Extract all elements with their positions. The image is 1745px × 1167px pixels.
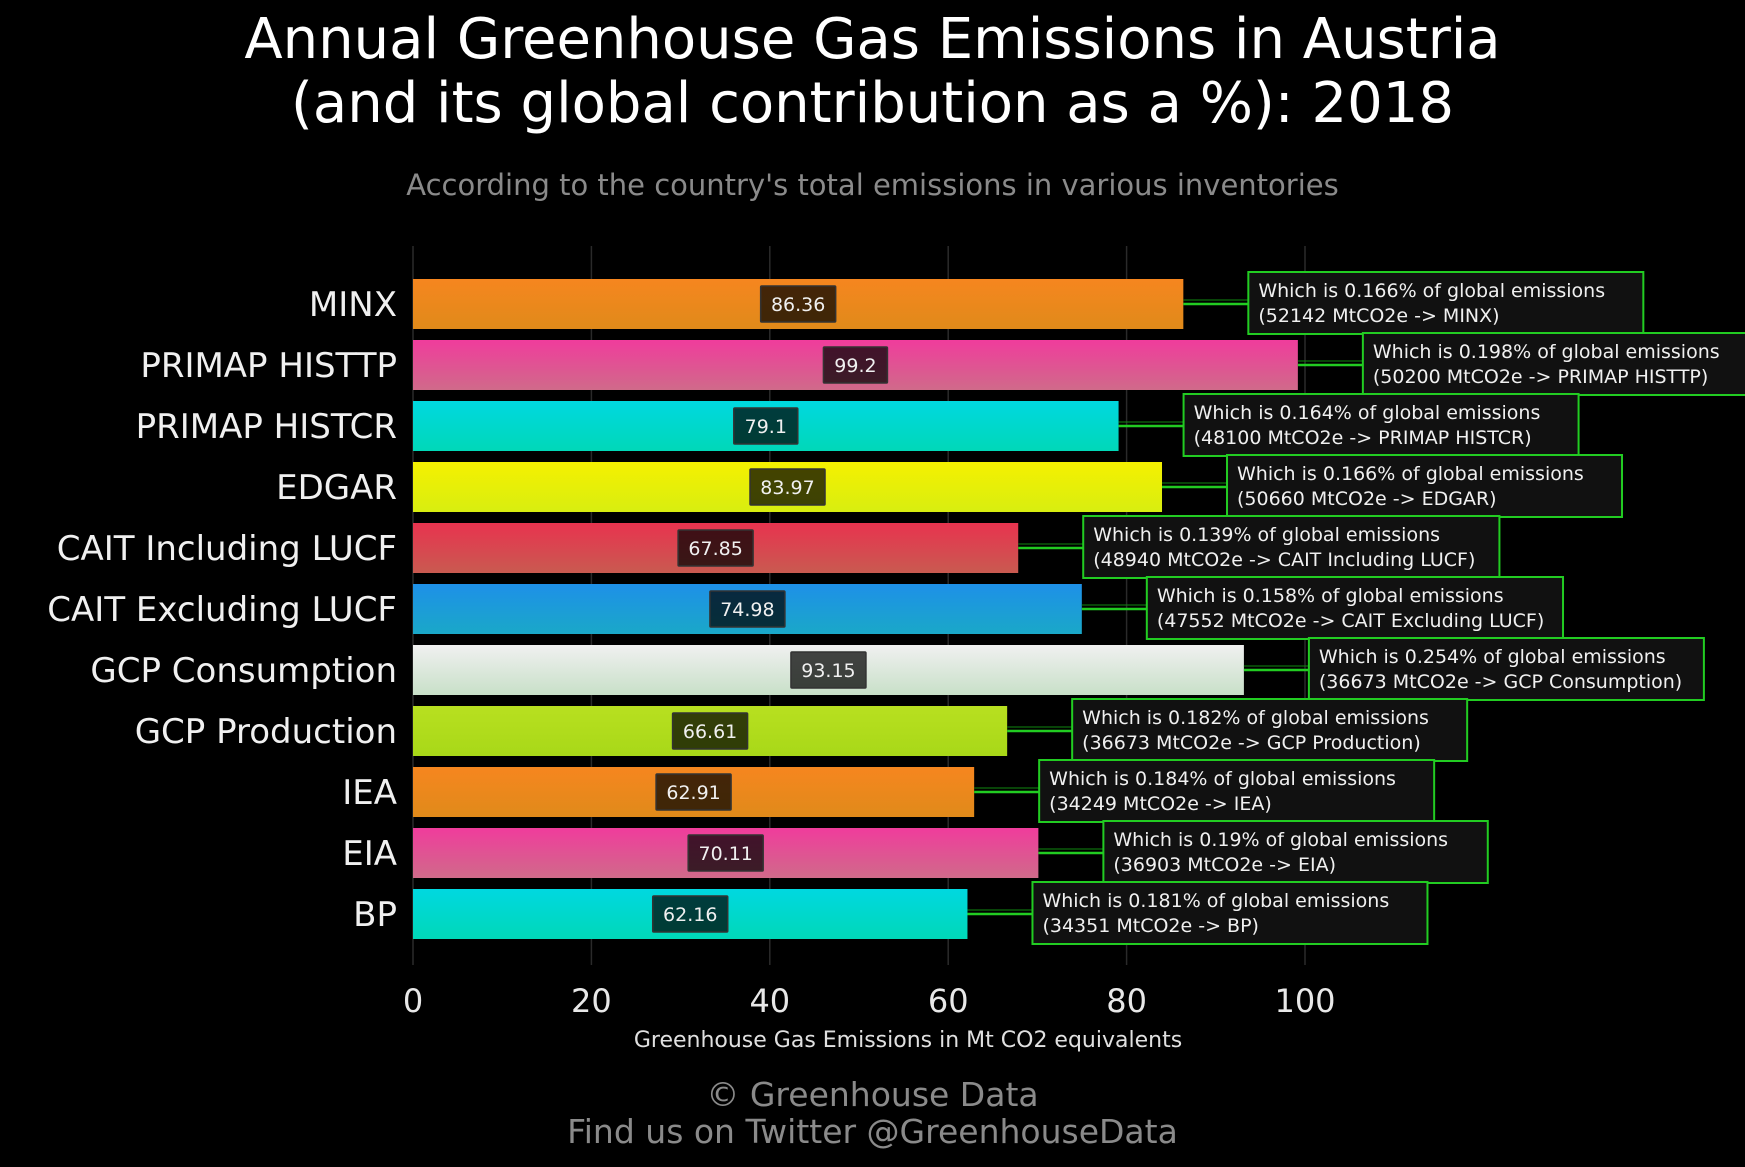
chart-subtitle: According to the country's total emissio… [406,168,1339,202]
annotation-box [1082,515,1501,579]
annotation-box [1145,576,1565,640]
category-label: PRIMAP HISTTP [140,346,397,386]
annotation-line-2: (50660 MtCO2e -> EDGAR) [1237,488,1497,510]
value-label: 70.11 [698,843,752,865]
value-label-box [671,712,749,750]
title-line-1: Annual Greenhouse Gas Emissions in Austr… [244,7,1501,72]
value-label-box [822,346,889,384]
value-label-box [655,773,732,811]
category-label: CAIT Excluding LUCF [47,590,397,630]
x-tick-label-20: 20 [571,982,612,1020]
category-label: IEA [342,773,397,813]
title-line-2: (and its global contribution as a %): 20… [291,71,1454,136]
annotation-line-2: (48100 MtCO2e -> PRIMAP HISTCR) [1194,427,1532,449]
annotation-line-1: Which is 0.181% of global emissions [1042,890,1389,912]
annotation-line-2: (50200 MtCO2e -> PRIMAP HISTTP) [1373,366,1708,388]
value-label-box [749,468,826,506]
annotation-box [1182,393,1580,457]
x-axis-label: Greenhouse Gas Emissions in Mt CO2 equiv… [634,1028,1182,1053]
x-tick-label-0: 0 [403,982,423,1020]
value-label: 62.16 [663,904,717,926]
value-label: 62.91 [666,782,720,804]
annotation-line-2: (36673 MtCO2e -> GCP Production) [1082,732,1421,754]
x-tick-label-40: 40 [749,982,790,1020]
category-label: BP [353,895,397,935]
x-tick-label-80: 80 [1106,982,1147,1020]
annotation-line-1: Which is 0.254% of global emissions [1319,646,1666,668]
annotation-line-2: (48940 MtCO2e -> CAIT Including LUCF) [1093,549,1475,571]
annotation-line-1: Which is 0.19% of global emissions [1113,829,1448,851]
annotation-line-2: (47552 MtCO2e -> CAIT Excluding LUCF) [1157,610,1544,632]
annotation-line-1: Which is 0.184% of global emissions [1049,768,1396,790]
value-label-box [687,834,764,872]
value-label: 86.36 [771,294,825,316]
chart-title: Annual Greenhouse Gas Emissions in Austr… [0,8,1745,136]
category-label: EDGAR [276,468,397,508]
value-label-box [759,285,837,323]
x-tick-label-60: 60 [928,982,969,1020]
category-label: GCP Consumption [90,651,397,691]
annotation-line-1: Which is 0.198% of global emissions [1373,341,1720,363]
value-label: 74.98 [720,599,774,621]
x-tick-label-100: 100 [1274,982,1335,1020]
annotation-line-2: (52142 MtCO2e -> MINX) [1258,305,1499,327]
annotation-line-2: (36903 MtCO2e -> EIA) [1113,854,1336,876]
annotation-box [1031,881,1429,945]
value-label: 99.2 [834,355,876,377]
annotation-line-2: (36673 MtCO2e -> GCP Consumption) [1319,671,1682,693]
annotation-line-1: Which is 0.139% of global emissions [1093,524,1440,546]
annotation-line-1: Which is 0.182% of global emissions [1082,707,1429,729]
category-label: EIA [342,834,397,874]
category-label: PRIMAP HISTCR [136,407,397,447]
annotation-box [1247,271,1645,335]
annotation-box [1226,454,1624,518]
category-label: MINX [309,285,397,325]
annotation-box [1307,637,1705,701]
value-label: 67.85 [688,538,742,560]
value-label-box [733,407,799,445]
value-label: 83.97 [760,477,814,499]
value-label: 66.61 [683,721,737,743]
footer-credit: © Greenhouse Data [706,1075,1039,1114]
value-label-box [709,590,786,628]
annotation-line-1: Which is 0.166% of global emissions [1237,463,1584,485]
bar-chart: 86.36 Which is 0.166% of global emissions… [47,246,1745,1053]
annotation-box [1361,332,1745,396]
annotation-box [1071,698,1469,762]
category-label: GCP Production [135,712,397,752]
annotation-line-1: Which is 0.164% of global emissions [1194,402,1541,424]
annotation-line-2: (34351 MtCO2e -> BP) [1042,915,1259,937]
value-label-box [677,529,754,567]
category-label: CAIT Including LUCF [57,529,397,569]
annotation-line-1: Which is 0.158% of global emissions [1157,585,1504,607]
annotation-box [1038,759,1436,823]
value-label: 79.1 [745,416,787,438]
value-label-box [790,651,867,689]
annotation-line-1: Which is 0.166% of global emissions [1258,280,1605,302]
footer-twitter: Find us on Twitter @GreenhouseData [567,1112,1178,1151]
annotation-line-2: (34249 MtCO2e -> IEA) [1049,793,1272,815]
value-label-box [651,895,729,933]
value-label: 93.15 [801,660,855,682]
